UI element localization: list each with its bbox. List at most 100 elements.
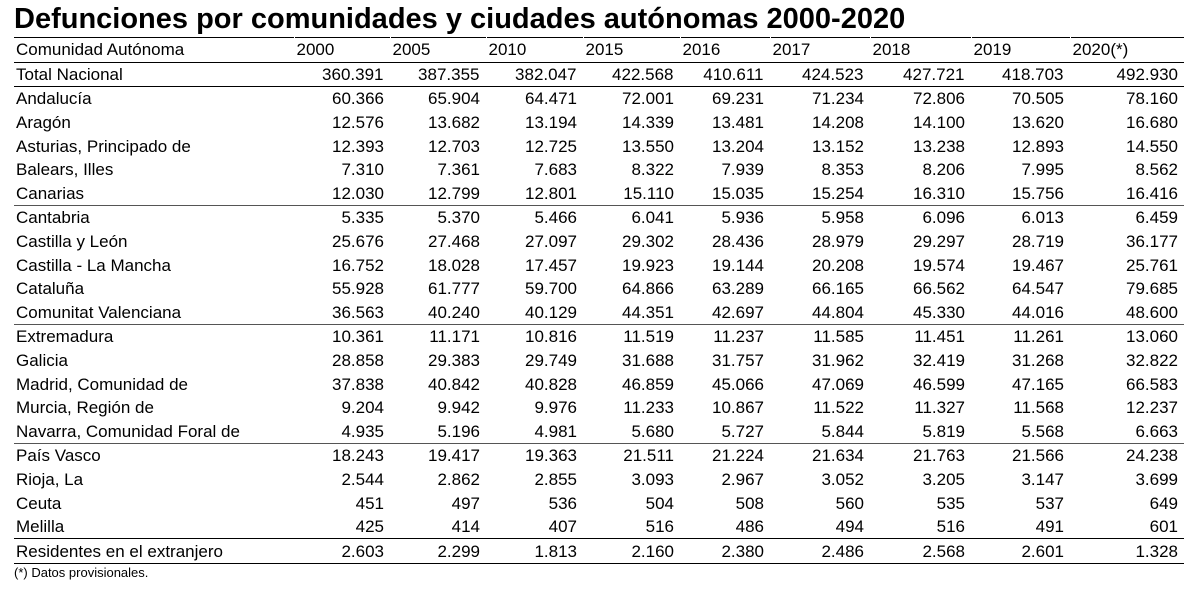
cell-value: 55.928 — [332, 279, 384, 299]
cell-value: 8.322 — [631, 160, 674, 180]
cell-value: 14.100 — [913, 113, 965, 133]
table-row: Residentes en el extranjero 2.603 2.299 1.8… — [14, 538, 1184, 565]
cell-value: 42.697 — [680, 300, 770, 326]
cell-value: 32.419 — [913, 351, 965, 371]
row-label: Total Nacional — [14, 62, 294, 88]
row-label: Castilla - La Mancha — [16, 255, 171, 275]
cell-value: 12.799 — [390, 181, 486, 207]
cell-value: 29.302 — [622, 232, 674, 252]
cell-value: 19.417 — [428, 446, 480, 466]
row-label: Melilla — [14, 514, 294, 540]
table-row: Madrid, Comunidad de 37.838 40.842 40.828 46… — [14, 372, 1184, 396]
cell-value: 5.844 — [770, 419, 870, 445]
cell-value: 28.719 — [1012, 232, 1064, 252]
cell-value: 516 — [583, 514, 680, 540]
cell-value: 10.867 — [712, 398, 764, 418]
cell-value: 560 — [835, 493, 864, 513]
cell-value: 3.205 — [922, 469, 965, 489]
table-row: Melilla 425 414 407 516 486 494 516 491 601 — [14, 514, 1184, 540]
table-row: Cataluña 55.928 61.777 59.700 64.866 63.289 66… — [14, 277, 1184, 301]
column-header-2018: 2018 — [869, 37, 971, 63]
table-row: Murcia, Región de 9.204 9.942 9.976 11.233 10… — [14, 396, 1184, 420]
cell-value: 5.958 — [821, 208, 864, 228]
column-header-2017: 2017 — [769, 37, 870, 63]
row-label: Madrid, Comunidad de — [16, 374, 188, 394]
cell-value: 8.562 — [1135, 160, 1178, 180]
cell-value: 11.519 — [623, 327, 674, 347]
cell-value: 16.416 — [1070, 181, 1184, 207]
cell-value: 516 — [870, 514, 971, 540]
cell-value: 494 — [770, 514, 870, 540]
row-label: Ceuta — [16, 493, 62, 513]
cell-value: 79.685 — [1126, 279, 1178, 299]
cell-value: 7.361 — [437, 160, 480, 180]
cell-value: 424.523 — [769, 62, 870, 88]
cell-value: 427.721 — [869, 62, 971, 88]
row-label: Galicia — [16, 351, 68, 371]
cell-value: 29.749 — [525, 351, 577, 371]
cell-value: 19.923 — [622, 255, 674, 275]
column-header-2020: 2020(*) — [1069, 37, 1184, 63]
cell-value: 15.254 — [770, 181, 870, 207]
row-label: Aragón — [16, 113, 71, 133]
column-header-2015: 2015 — [582, 37, 680, 63]
row-label: Cantabria — [16, 208, 90, 228]
cell-value: 407 — [486, 514, 583, 540]
row-label: Canarias — [14, 181, 294, 207]
row-label: Murcia, Región de — [16, 398, 154, 418]
column-header-2000: 2000 — [293, 37, 390, 63]
cell-value: 37.838 — [332, 374, 384, 394]
cell-value: 46.859 — [622, 374, 674, 394]
cell-value: 6.013 — [1021, 208, 1064, 228]
row-label: Castilla y León — [16, 232, 128, 252]
cell-value: 65.904 — [428, 89, 480, 109]
row-label: Balears, Illes — [16, 160, 114, 180]
cell-value: 40.842 — [428, 374, 480, 394]
cell-value: 18.028 — [428, 255, 480, 275]
cell-value: 5.936 — [721, 208, 764, 228]
cell-value: 2.862 — [437, 469, 480, 489]
cell-value: 537 — [1035, 493, 1064, 513]
cell-value: 7.939 — [721, 160, 764, 180]
cell-value: 19.467 — [1012, 255, 1064, 275]
cell-value: 19.363 — [525, 446, 577, 466]
cell-value: 2.486 — [770, 538, 870, 565]
cell-value: 13.204 — [712, 136, 764, 156]
cell-value: 6.663 — [1070, 419, 1184, 445]
cell-value: 14.339 — [622, 113, 674, 133]
cell-value: 11.261 — [1013, 327, 1064, 347]
cell-value: 29.297 — [913, 232, 965, 252]
cell-value: 11.233 — [623, 398, 674, 418]
cell-value: 27.468 — [428, 232, 480, 252]
cell-value: 66.562 — [913, 279, 965, 299]
row-label: País Vasco — [16, 446, 101, 466]
cell-value: 418.703 — [970, 62, 1070, 88]
cell-value: 2.603 — [294, 538, 390, 565]
cell-value: 5.370 — [437, 208, 480, 228]
cell-value: 32.822 — [1126, 351, 1178, 371]
table-body: Total Nacional 360.391 387.355 382.047 422.5… — [14, 62, 1184, 565]
cell-value: 64.866 — [622, 279, 674, 299]
cell-value: 28.858 — [332, 351, 384, 371]
cell-value: 9.976 — [534, 398, 577, 418]
cell-value: 44.804 — [770, 300, 870, 326]
cell-value: 16.680 — [1126, 113, 1178, 133]
cell-value: 11.237 — [713, 327, 764, 347]
cell-value: 17.457 — [525, 255, 577, 275]
cell-value: 12.801 — [486, 181, 583, 207]
cell-value: 11.568 — [1013, 398, 1064, 418]
cell-value: 31.268 — [1012, 351, 1064, 371]
cell-value: 21.763 — [913, 446, 965, 466]
cell-value: 31.688 — [622, 351, 674, 371]
cell-value: 44.016 — [971, 300, 1070, 326]
cell-value: 64.547 — [1012, 279, 1064, 299]
cell-value: 48.600 — [1070, 300, 1184, 326]
row-label: Asturias, Principado de — [16, 136, 191, 156]
cell-value: 12.237 — [1126, 398, 1178, 418]
cell-value: 5.819 — [870, 419, 971, 445]
cell-value: 20.208 — [812, 255, 864, 275]
table-row: Asturias, Principado de 12.393 12.703 12.72… — [14, 134, 1184, 158]
cell-value: 9.204 — [341, 398, 384, 418]
cell-value: 13.550 — [622, 136, 674, 156]
cell-value: 27.097 — [525, 232, 577, 252]
